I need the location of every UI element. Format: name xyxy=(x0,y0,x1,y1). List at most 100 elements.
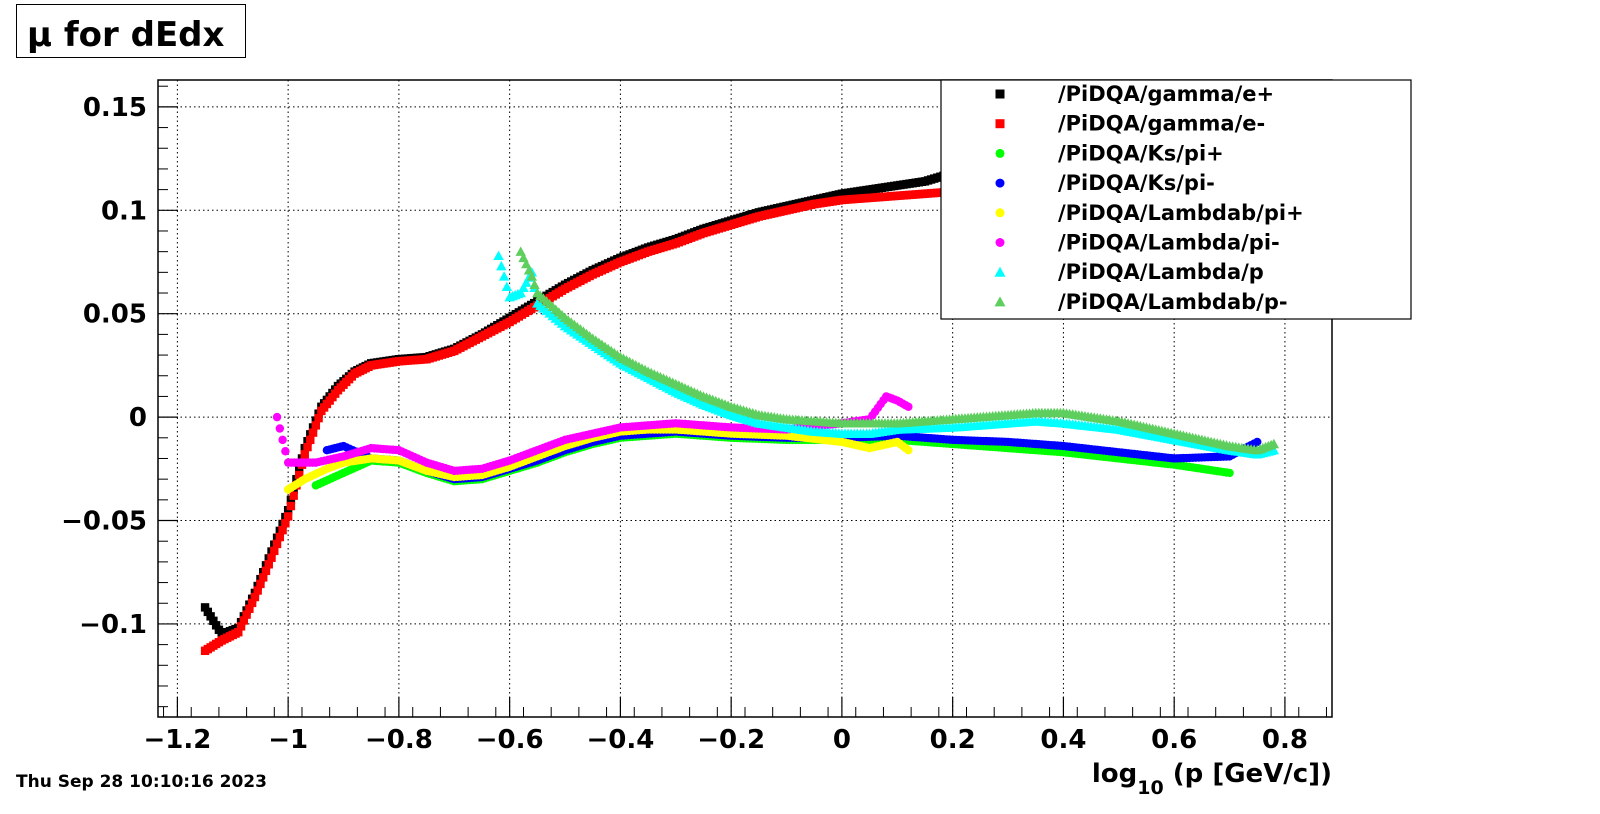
y-tick-label: −0.1 xyxy=(79,610,147,640)
legend-marker xyxy=(994,266,1006,277)
legend-entry: /PiDQA/Lambdab/p- xyxy=(994,290,1288,314)
x-tick-label: −1.2 xyxy=(143,725,211,755)
legend-marker xyxy=(995,178,1005,188)
series-1 xyxy=(200,187,957,656)
data-marker xyxy=(200,603,210,612)
x-tick-label: 0.6 xyxy=(1151,725,1197,755)
data-marker xyxy=(1253,437,1262,447)
legend-label: /PiDQA/gamma/e+ xyxy=(1058,82,1274,106)
data-marker xyxy=(1225,468,1234,478)
x-tick-label: −0.2 xyxy=(697,725,765,755)
data-marker xyxy=(242,610,251,619)
data-marker xyxy=(267,553,276,562)
x-axis-title: log10 (p [GeV/c]) xyxy=(1092,759,1332,799)
legend-entry: /PiDQA/gamma/e+ xyxy=(995,82,1274,106)
data-marker xyxy=(203,607,213,617)
x-tick-label: 0.8 xyxy=(1262,725,1308,755)
legend-label: /PiDQA/Lambdab/p- xyxy=(1058,290,1288,314)
data-marker xyxy=(234,628,243,637)
legend-box xyxy=(940,79,1412,320)
legend-marker xyxy=(995,119,1005,129)
legend-entry: /PiDQA/gamma/e- xyxy=(995,112,1265,136)
legend-label: /PiDQA/gamma/e- xyxy=(1058,112,1265,136)
series-7 xyxy=(515,246,1280,455)
legend-label: /PiDQA/Ks/pi+ xyxy=(1058,141,1224,165)
series-0 xyxy=(200,168,957,639)
data-marker xyxy=(289,491,298,500)
data-marker xyxy=(278,525,287,535)
data-marker xyxy=(272,539,282,549)
legend-label: /PiDQA/Lambda/p xyxy=(1058,260,1264,284)
data-marker xyxy=(311,421,321,430)
data-marker xyxy=(272,412,282,422)
data-marker xyxy=(515,287,526,298)
data-marker xyxy=(275,532,285,542)
data-marker xyxy=(518,282,529,293)
data-marker xyxy=(245,604,254,613)
data-marker xyxy=(283,512,293,521)
x-axis-title-sub: 10 xyxy=(1137,777,1163,799)
chart-title: μ for dEdx xyxy=(27,15,225,55)
data-marker xyxy=(214,625,224,634)
data-marker xyxy=(270,546,279,556)
data-marker xyxy=(501,281,513,292)
legend-marker xyxy=(995,238,1005,247)
data-marker xyxy=(493,250,504,260)
data-marker xyxy=(496,260,507,271)
data-marker xyxy=(211,621,221,630)
x-tick-label: 0 xyxy=(833,725,851,755)
y-tick-label: 0.05 xyxy=(83,300,147,330)
y-tick-label: −0.05 xyxy=(61,507,147,537)
legend-entry: /PiDQA/Lambdab/pi+ xyxy=(995,201,1304,225)
data-marker xyxy=(303,442,312,452)
y-tick-labels: −0.1 −0.05 0 0.05 0.1 0.15 xyxy=(61,93,147,640)
y-tick-label: 0.15 xyxy=(83,93,147,123)
y-tick-label: 0.1 xyxy=(101,196,147,226)
data-marker xyxy=(498,271,510,281)
data-marker xyxy=(209,616,218,626)
data-marker xyxy=(281,519,290,528)
data-marker xyxy=(1268,445,1280,455)
data-marker xyxy=(904,402,913,411)
date-stamp: Thu Sep 28 10:10:16 2023 xyxy=(16,772,267,792)
legend-entry: /PiDQA/Ks/pi+ xyxy=(995,141,1224,165)
data-marker xyxy=(275,424,285,433)
data-marker xyxy=(1268,438,1280,449)
x-tick-label: −0.8 xyxy=(365,725,433,755)
data-marker xyxy=(904,446,913,455)
chart-title-box: μ for dEdx xyxy=(16,4,246,58)
legend-entry: /PiDQA/Lambda/pi- xyxy=(995,231,1280,255)
legend-marker xyxy=(995,208,1005,218)
x-tick-label: 0.4 xyxy=(1040,725,1086,755)
x-axis-title-rest: (p [GeV/c]) xyxy=(1164,759,1332,789)
legend-marker xyxy=(995,148,1005,158)
legend: /PiDQA/gamma/e+ /PiDQA/gamma/e- /PiDQA/Ks/… xyxy=(940,79,1412,320)
data-marker xyxy=(247,598,257,608)
x-tick-label: −0.6 xyxy=(476,725,544,755)
data-marker xyxy=(259,573,268,582)
legend-label: /PiDQA/Ks/pi- xyxy=(1058,171,1215,195)
data-marker xyxy=(286,501,296,511)
x-axis-title-main: log xyxy=(1092,759,1137,789)
data-marker xyxy=(256,579,265,589)
data-marker xyxy=(261,566,271,576)
data-marker xyxy=(295,470,304,480)
data-marker xyxy=(239,616,249,625)
axis-ticks xyxy=(158,85,1327,717)
x-tick-label: −0.4 xyxy=(586,725,654,755)
data-marker xyxy=(264,560,273,569)
data-marker xyxy=(253,586,262,595)
data-marker xyxy=(300,450,309,459)
data-marker xyxy=(521,277,532,287)
data-marker xyxy=(526,271,537,281)
legend-label: /PiDQA/Lambda/pi- xyxy=(1058,231,1280,255)
legend-entry: /PiDQA/Ks/pi- xyxy=(995,171,1215,195)
x-tick-label: 0.2 xyxy=(930,725,976,755)
series-3 xyxy=(322,427,1262,484)
data-marker xyxy=(308,428,318,437)
data-marker xyxy=(281,447,290,456)
y-tick-label: 0 xyxy=(129,403,147,433)
data-marker xyxy=(278,435,287,445)
legend-entry: /PiDQA/Lambda/p xyxy=(994,260,1264,284)
